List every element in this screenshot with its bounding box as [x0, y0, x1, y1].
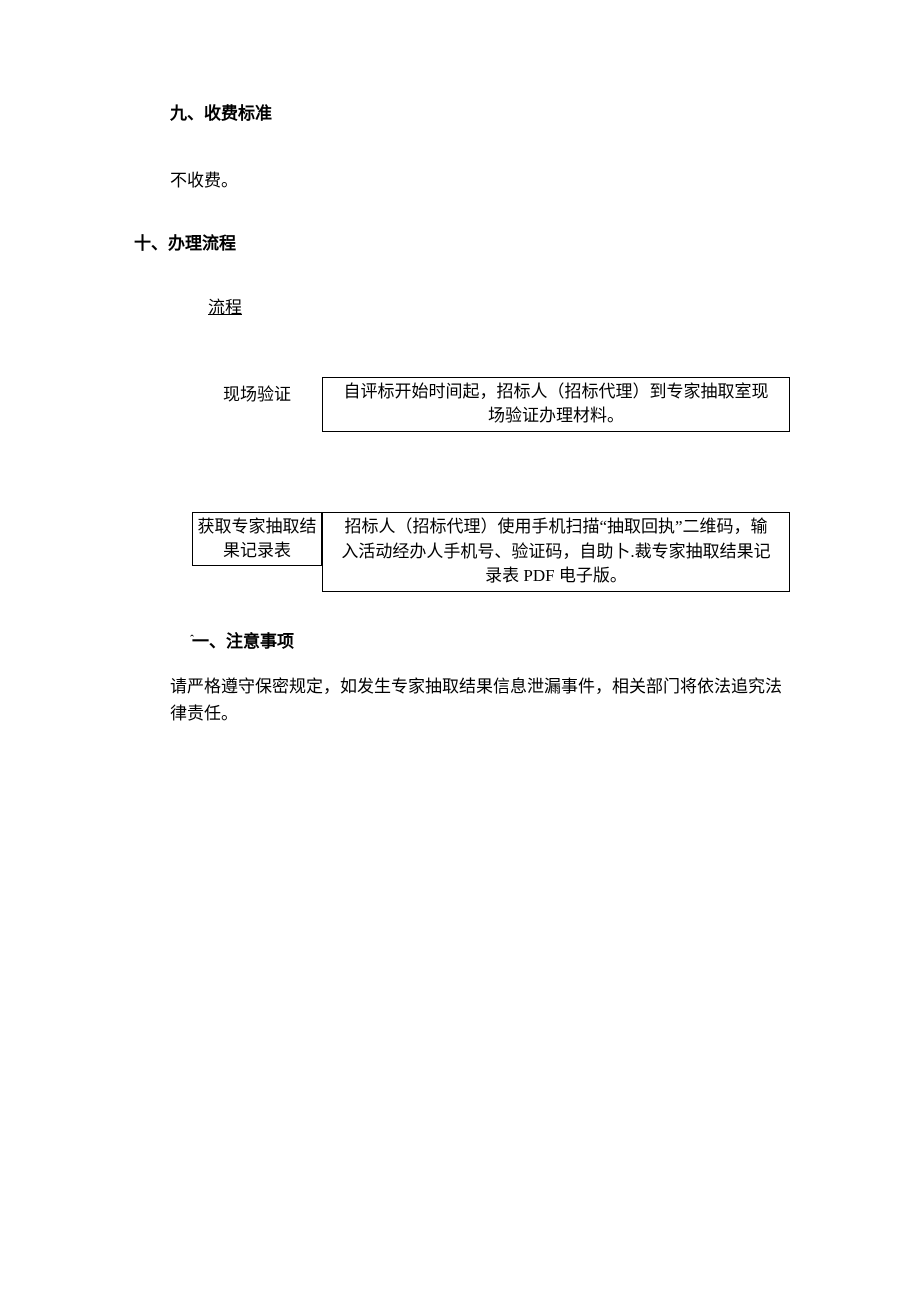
flow-step-label: 获取专家抽取结果记录表	[192, 512, 322, 566]
flow-step-desc: 招标人（招标代理）使用手机扫描“抽取回执”二维码，输入活动经办人手机号、验证码，…	[322, 512, 790, 592]
section-9-body: 不收费。	[170, 167, 790, 194]
section-9-heading: 九、收费标准	[170, 100, 790, 127]
section-11-heading: ˆ一、注意事项	[190, 628, 790, 655]
flow-step: 现场验证 自评标开始时间起，招标人（招标代理）到专家抽取室现场验证办理材料。	[130, 377, 790, 432]
section-10-heading: 十、办理流程	[134, 230, 790, 257]
flow-step: 获取专家抽取结果记录表 招标人（招标代理）使用手机扫描“抽取回执”二维码，输入活…	[130, 512, 790, 592]
flow-step-desc: 自评标开始时间起，招标人（招标代理）到专家抽取室现场验证办理材料。	[322, 377, 790, 432]
flow-title: 流程	[208, 294, 790, 321]
section-11-heading-text: 一、注意事项	[192, 632, 294, 651]
flow-step-label: 现场验证	[192, 377, 322, 412]
section-11-body: 请严格遵守保密规定，如发生专家抽取结果信息泄漏事件，相关部门将依法追究法律责任。	[170, 673, 790, 727]
document-page: 九、收费标准 不收费。 十、办理流程 流程 现场验证 自评标开始时间起，招标人（…	[0, 0, 920, 728]
